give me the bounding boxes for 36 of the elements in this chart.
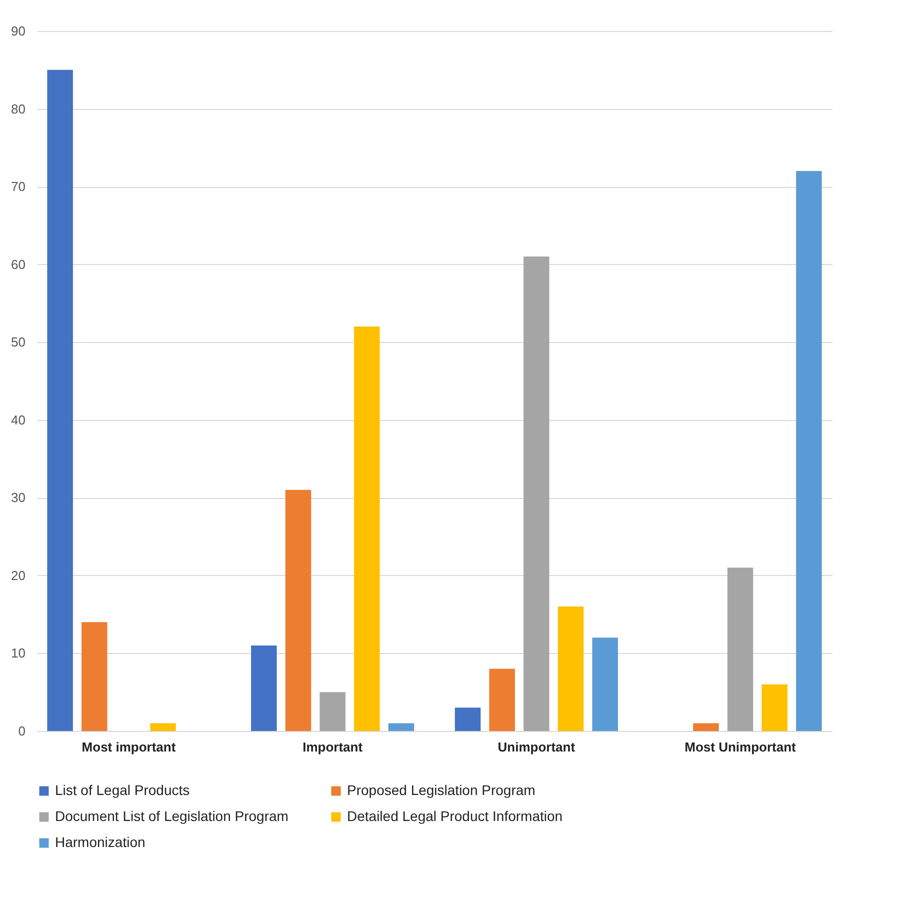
bar [47, 70, 73, 731]
y-tick-label: 20 [11, 568, 26, 583]
legend-label: Detailed Legal Product Information [347, 808, 563, 824]
y-tick-label: 0 [18, 724, 26, 738]
y-tick-label: 60 [11, 256, 26, 272]
bar [727, 568, 754, 731]
y-tick-label: 90 [11, 24, 26, 38]
x-tick-label: Unimportant [498, 740, 576, 754]
bar [762, 684, 788, 731]
y-tick-label: 50 [11, 334, 26, 350]
legend-label: Document List of Legislation Program [55, 808, 288, 824]
y-tick-label: 30 [11, 490, 26, 506]
bar [592, 638, 618, 731]
bar [489, 668, 515, 731]
legend-label: Proposed Legislation Program [347, 782, 536, 798]
bar [150, 723, 176, 731]
bar [354, 326, 380, 731]
x-tick-label: Important [302, 740, 364, 754]
bar [251, 645, 277, 731]
bar [796, 171, 822, 731]
y-tick-label: 10 [11, 646, 26, 661]
bar [693, 723, 719, 731]
y-tick-label: 80 [11, 101, 26, 116]
bar [558, 606, 584, 731]
x-tick-label: Most important [82, 740, 176, 754]
bar [285, 490, 312, 731]
y-tick-label: 70 [11, 179, 26, 194]
x-tick-label: Most Unimportant [684, 740, 797, 754]
bar [320, 692, 346, 731]
bar [524, 256, 550, 731]
bar [454, 708, 481, 731]
legend-label: Harmonization [55, 834, 146, 850]
legend-label: List of Legal Products [55, 782, 190, 798]
y-tick-label: 40 [11, 412, 26, 428]
bar [82, 622, 108, 731]
bar [388, 723, 414, 731]
